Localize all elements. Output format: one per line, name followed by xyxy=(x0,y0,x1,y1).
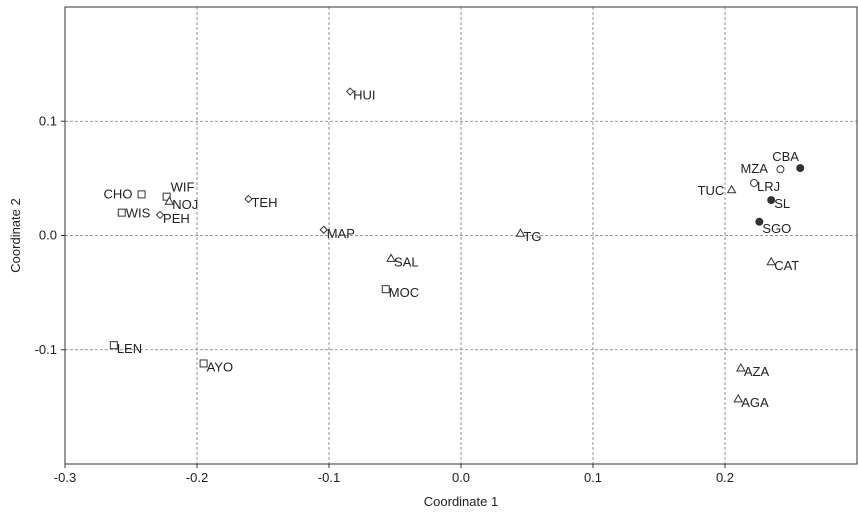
y-tick-label: -0.1 xyxy=(35,342,57,357)
data-point-len: LEN xyxy=(109,341,142,356)
marker-square xyxy=(381,285,390,294)
plot-frame xyxy=(64,6,858,465)
marker-triangle xyxy=(726,184,737,194)
marker-triangle xyxy=(386,253,396,262)
marker-diamond xyxy=(345,87,355,96)
data-point-aga: AGA xyxy=(733,393,769,410)
data-point-ayo: AYO xyxy=(199,359,234,374)
marker-circle-filled xyxy=(767,196,776,205)
x-tick-label: 0.2 xyxy=(716,470,734,485)
point-label: HUI xyxy=(353,88,375,103)
y-tick-label: 0.1 xyxy=(39,113,57,128)
point-label: CAT xyxy=(774,258,799,273)
data-point-map: MAP xyxy=(319,225,355,241)
x-tick-label: -0.3 xyxy=(54,470,76,485)
x-tick-label: -0.1 xyxy=(318,470,340,485)
marker-square xyxy=(137,190,146,199)
x-tick-label: 0.0 xyxy=(452,470,470,485)
data-point-tuc: TUC xyxy=(698,183,737,198)
marker-triangle xyxy=(164,196,175,205)
y-tick-label: 0.0 xyxy=(39,228,57,243)
point-label: SGO xyxy=(762,221,791,236)
marker-diamond xyxy=(244,194,253,204)
marker-circle-open xyxy=(750,178,759,187)
point-label: MAP xyxy=(327,226,355,241)
x-axis-ticks: -0.3 -0.2 -0.1 0.0 0.1 0.2 xyxy=(54,464,734,485)
data-point-sl: SL xyxy=(767,196,790,211)
data-point-teh: TEH xyxy=(244,194,277,210)
point-label: NOJ xyxy=(172,197,198,212)
marker-triangle xyxy=(733,393,744,403)
point-label: LEN xyxy=(117,341,142,356)
data-point-wif: WIF xyxy=(162,180,195,201)
point-label: MOC xyxy=(389,285,419,300)
marker-diamond xyxy=(155,210,165,220)
marker-square xyxy=(162,192,171,201)
point-label: LRJ xyxy=(757,179,780,194)
data-point-hui: HUI xyxy=(345,87,376,103)
marker-square xyxy=(199,359,208,368)
marker-square xyxy=(117,208,126,217)
data-point-sal: SAL xyxy=(386,253,419,269)
marker-triangle xyxy=(766,256,777,266)
point-label: MZA xyxy=(740,161,768,176)
marker-square xyxy=(109,341,118,350)
marker-circle-filled xyxy=(796,164,805,173)
point-label: SAL xyxy=(394,254,419,269)
data-point-aza: AZA xyxy=(735,363,770,379)
marker-triangle xyxy=(735,363,746,372)
y-axis-ticks: -0.1 0.0 0.1 xyxy=(35,113,65,357)
point-label: SL xyxy=(774,196,790,211)
point-label: WIF xyxy=(171,180,195,195)
point-label: AYO xyxy=(207,359,234,374)
data-point-noj: NOJ xyxy=(164,196,198,212)
point-label: CHO xyxy=(104,186,133,201)
data-point-peh: PEH xyxy=(155,210,190,226)
x-tick-label: 0.1 xyxy=(584,470,602,485)
data-point-tg: TG xyxy=(515,228,541,244)
point-label: CBA xyxy=(772,149,799,164)
data-points: HUI TEH MAP PEH CHO WIF NOJ WIS LEN AYO SAL MOC TG TU… xyxy=(104,87,805,410)
point-label: WIS xyxy=(126,206,151,221)
data-point-mza: MZA xyxy=(740,161,785,176)
data-point-wis: WIS xyxy=(117,206,151,221)
y-axis-label: Coordinate 2 xyxy=(8,198,23,272)
point-label: TUC xyxy=(698,183,725,198)
marker-circle-open xyxy=(776,165,785,174)
x-axis-label: Coordinate 1 xyxy=(424,494,498,509)
data-point-cho: CHO xyxy=(104,186,146,201)
data-point-cba: CBA xyxy=(772,149,805,173)
marker-triangle xyxy=(515,228,526,237)
marker-circle-filled xyxy=(755,217,764,226)
point-label: AZA xyxy=(744,364,770,379)
point-label: PEH xyxy=(163,211,190,226)
x-tick-label: -0.2 xyxy=(186,470,208,485)
data-point-sgo: SGO xyxy=(755,217,791,236)
point-label: TG xyxy=(523,229,541,244)
point-label: TEH xyxy=(251,195,277,210)
data-point-moc: MOC xyxy=(381,285,419,300)
marker-diamond xyxy=(319,225,328,234)
point-label: AGA xyxy=(741,395,769,410)
data-point-cat: CAT xyxy=(766,256,799,273)
data-point-lrj: LRJ xyxy=(750,178,780,194)
